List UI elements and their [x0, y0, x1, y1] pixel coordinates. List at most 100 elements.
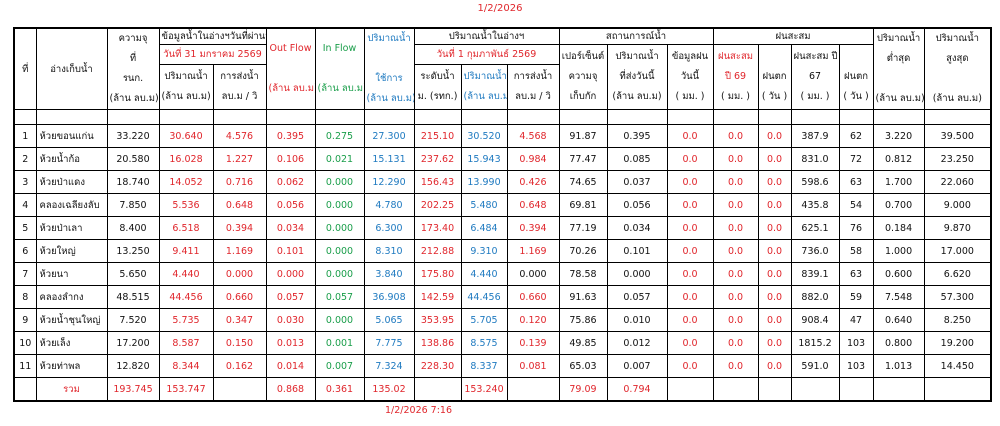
header-rain-days69: ฝนตก( วัน ) [757, 44, 792, 110]
cell-inflow: 0.000 [314, 216, 365, 240]
cell-outflow: 0.000 [265, 262, 316, 286]
cell-prev-volume: 8.344 [158, 354, 214, 378]
cell-outflow: 0.014 [265, 354, 316, 378]
cell-rain-days69: 0.0 [757, 193, 792, 217]
cell-no: 1 [13, 124, 37, 148]
cell-prev-volume: 14.052 [158, 170, 214, 194]
cell-percent: 69.81 [558, 193, 608, 217]
cell-prev-volume: 5.536 [158, 193, 214, 217]
cell-reservoir: ห้วยท่าพล [35, 354, 108, 378]
header-prev-date: วันที่ 31 มกราคม 2569 [158, 44, 267, 65]
table-row: 8 คลองลำกง 48.515 44.456 0.660 0.057 0.057 36.9… [13, 285, 992, 309]
cell-cur-volume: 8.575 [460, 331, 508, 355]
cell-min: 0.640 [872, 308, 925, 332]
header-min: ปริมาณน้ำ ต่ำสุด (ล้าน ลบ.ม) [872, 27, 925, 110]
cell-max: 19.200 [923, 331, 992, 355]
cell-percent: 77.47 [558, 147, 608, 171]
cell-sent-today: 0.056 [606, 193, 668, 217]
cell-cur-release: 4.568 [506, 124, 560, 148]
cell-rain67: 591.0 [790, 354, 840, 378]
cell-usable: 27.300 [363, 124, 415, 148]
cell-rain-today: 0.0 [666, 354, 714, 378]
header-rain-days67: ฝนตก( วัน ) [838, 44, 874, 110]
spacer-cell [314, 109, 365, 125]
cell-min: 1.700 [872, 170, 925, 194]
header-sent-today: ปริมาณน้ำ ที่ส่งวันนี้ (ล้าน ลบ.ม) [606, 44, 668, 110]
cell-max: 39.500 [923, 124, 992, 148]
cell-rain67: 831.0 [790, 147, 840, 171]
cell-rain-today: 0.0 [666, 239, 714, 263]
cell-cur-volume: 5.705 [460, 308, 508, 332]
cell-usable: 36.908 [363, 285, 415, 309]
spacer-cell [265, 109, 316, 125]
table-row: 6 ห้วยใหญ่ 13.250 9.411 1.169 0.101 0.000 8.310… [13, 239, 992, 263]
cell-usable: 6.300 [363, 216, 415, 240]
cell-usable: 5.065 [363, 308, 415, 332]
cell-min: 0.800 [872, 331, 925, 355]
cell-rain-days69: 0.0 [757, 170, 792, 194]
cell-no: 10 [13, 331, 37, 355]
cell-inflow: 0.001 [314, 331, 365, 355]
cell-capacity: 18.740 [106, 170, 160, 194]
cell-rain-today: 0.0 [666, 170, 714, 194]
cell-cur-release: 0.660 [506, 285, 560, 309]
cell-cur-volume: 13.990 [460, 170, 508, 194]
cell-cur-volume: 5.480 [460, 193, 508, 217]
cell-prev-release: 0.162 [212, 354, 267, 378]
cell-percent: 77.19 [558, 216, 608, 240]
total-prev-volume: 153.747 [158, 377, 214, 402]
total-inflow: 0.361 [314, 377, 365, 402]
cell-capacity: 33.220 [106, 124, 160, 148]
cell-max: 22.060 [923, 170, 992, 194]
cell-rain-today: 0.0 [666, 262, 714, 286]
cell-rain69: 0.0 [712, 216, 759, 240]
cell-outflow: 0.030 [265, 308, 316, 332]
cell-rain69: 0.0 [712, 239, 759, 263]
cell-rain-days69: 0.0 [757, 331, 792, 355]
cell-usable: 15.131 [363, 147, 415, 171]
header-cur-group: ปริมาณน้ำในอ่างฯ [413, 27, 560, 45]
total-no [13, 377, 37, 402]
cell-prev-volume: 9.411 [158, 239, 214, 263]
cell-sent-today: 0.037 [606, 170, 668, 194]
cell-max: 57.300 [923, 285, 992, 309]
cell-no: 5 [13, 216, 37, 240]
spacer-cell [558, 109, 608, 125]
cell-cur-level: 215.10 [413, 124, 462, 148]
cell-sent-today: 0.085 [606, 147, 668, 171]
cell-min: 0.700 [872, 193, 925, 217]
cell-cur-level: 353.95 [413, 308, 462, 332]
cell-prev-volume: 30.640 [158, 124, 214, 148]
cell-prev-release: 0.394 [212, 216, 267, 240]
table-row: 9 ห้วยน้ำชุนใหญ่ 7.520 5.735 0.347 0.030 0.000… [13, 308, 992, 332]
cell-cur-volume: 4.440 [460, 262, 508, 286]
cell-percent: 74.65 [558, 170, 608, 194]
cell-rain67: 1815.2 [790, 331, 840, 355]
cell-min: 1.000 [872, 239, 925, 263]
cell-cur-level: 212.88 [413, 239, 462, 263]
cell-no: 4 [13, 193, 37, 217]
cell-min: 7.548 [872, 285, 925, 309]
cell-percent: 75.86 [558, 308, 608, 332]
header-prev-group: ข้อมูลน้ำในอ่างฯวันที่ผ่านมา [158, 27, 267, 45]
cell-rain67: 908.4 [790, 308, 840, 332]
cell-cur-volume: 9.310 [460, 239, 508, 263]
cell-rain-days67: 76 [838, 216, 874, 240]
header-rain69: ฝนสะสม ปี 69( มม. ) [712, 44, 759, 110]
table-row: 10 ห้วยเล็ง 17.200 8.587 0.150 0.013 0.001 7.77… [13, 331, 992, 355]
spacer-cell [666, 109, 714, 125]
spacer-cell [606, 109, 668, 125]
cell-inflow: 0.057 [314, 285, 365, 309]
total-rain-today [666, 377, 714, 402]
cell-reservoir: คลองเฉลียงลับ [35, 193, 108, 217]
cell-cur-release: 1.169 [506, 239, 560, 263]
cell-rain-days67: 47 [838, 308, 874, 332]
cell-rain-today: 0.0 [666, 193, 714, 217]
total-max [923, 377, 992, 402]
total-reservoir: รวม [35, 377, 108, 402]
cell-inflow: 0.000 [314, 193, 365, 217]
cell-reservoir: คลองลำกง [35, 285, 108, 309]
total-cur-volume: 153.240 [460, 377, 508, 402]
cell-reservoir: ห้วยใหญ่ [35, 239, 108, 263]
cell-prev-release: 0.347 [212, 308, 267, 332]
